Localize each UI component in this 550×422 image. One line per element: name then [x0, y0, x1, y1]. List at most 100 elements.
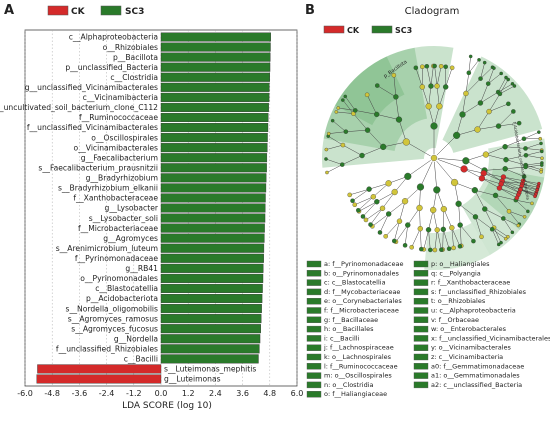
key-swatch: [413, 288, 429, 296]
key-swatch: [306, 325, 322, 333]
key-swatch: [413, 260, 429, 268]
clade-node: [499, 71, 503, 76]
clade-edge: [465, 72, 470, 94]
clade-edge: [443, 229, 450, 249]
clade-edge: [488, 103, 509, 112]
legend-a-ck-label: CK: [71, 7, 86, 17]
clade-edge: [493, 227, 502, 243]
bar-label: c__Alphaproteobacteria: [69, 33, 158, 42]
key-swatch: [306, 353, 322, 361]
bar: [160, 354, 259, 364]
bar-label: f__unclassified_Vicinamibacterales: [27, 123, 158, 132]
clade-node: [530, 201, 534, 206]
cladogram-title: Cladogram: [405, 6, 460, 17]
clade-node: [471, 238, 476, 244]
bar: [160, 173, 267, 183]
clade-edge: [430, 65, 434, 87]
key-label: f: f__Microbacteriaceae: [324, 307, 399, 315]
clade-node: [482, 206, 488, 212]
clade-node: [477, 100, 484, 106]
clade-node: [385, 180, 392, 187]
bar: [160, 203, 266, 213]
clade-edge: [345, 96, 356, 111]
clade-edge: [499, 187, 519, 196]
clade-node: [501, 216, 506, 221]
clade-node: [374, 111, 380, 118]
clade-edge: [328, 131, 346, 134]
x-tick-label: 6.0: [291, 389, 304, 398]
clade-edge: [491, 229, 499, 245]
clade-node: [479, 234, 484, 240]
clade-edge: [456, 129, 478, 136]
bar: [160, 263, 264, 273]
clade-node: [416, 183, 425, 191]
key-label: x: f__unclassified_Vicinamibacterales: [431, 334, 550, 342]
clade-edge: [525, 164, 542, 170]
bar: [160, 293, 263, 304]
key-label: j: f__Lachnospiraceae: [323, 344, 394, 352]
clade-edge: [488, 73, 502, 84]
clade-node: [393, 94, 399, 100]
clade-edge: [484, 208, 504, 219]
x-tick-label: -4.8: [44, 389, 60, 398]
clade-edge: [434, 161, 438, 190]
bar: [160, 42, 271, 52]
clade-node: [375, 83, 380, 88]
clade-node: [523, 146, 528, 151]
clade-node: [504, 75, 508, 80]
panel-a-letter: A: [4, 3, 14, 18]
clade-edge: [388, 201, 406, 215]
bar-label: f__Ruminococcaceae: [79, 113, 158, 122]
clade-node: [413, 65, 419, 71]
key-swatch: [306, 363, 322, 370]
clade-edge: [342, 144, 363, 156]
clade-edge: [326, 164, 343, 173]
key-label: o: f__Haliangiaceae: [324, 390, 387, 398]
bar-label: f__Xanthobacteraceae: [73, 194, 158, 203]
clade-edge: [484, 168, 506, 171]
bar-label: o__Pyrinomonadales: [80, 274, 158, 283]
bar: [160, 72, 271, 82]
clade-edge: [523, 180, 539, 187]
key-label: m: o__Oscillospirales: [324, 372, 392, 380]
lda-bar-plot: c__Alphaproteobacteriao__Rhizobialesp__B…: [0, 29, 304, 398]
bar-label: g__RB41: [125, 264, 158, 273]
clade-edge: [474, 189, 496, 196]
clade-node: [539, 170, 543, 174]
clade-edge: [481, 178, 502, 185]
clade-node: [370, 194, 377, 200]
bar-label: s__Lysobacter_soli: [89, 214, 158, 223]
clade-node: [392, 238, 397, 244]
clade-node: [391, 72, 397, 78]
clade-edge: [432, 209, 438, 230]
legend-b-ck-label: CK: [347, 26, 360, 35]
clade-node: [343, 129, 349, 134]
clade-edge: [484, 208, 495, 228]
clade-edge: [436, 229, 442, 250]
clade-edge: [525, 143, 542, 149]
clade-node: [374, 199, 380, 205]
clade-node: [506, 234, 510, 239]
bar: [160, 102, 269, 112]
bar-label: s__uncultivated_soil_bacterium_clone_C11…: [0, 103, 158, 112]
legend-b-sc3-swatch: [371, 25, 393, 34]
bar-label: o__Oscillospirales: [91, 133, 158, 142]
key-swatch: [306, 288, 322, 296]
clade-edge: [454, 182, 475, 191]
key-label: h: o__Bacillales: [324, 325, 374, 333]
clade-edge: [361, 146, 384, 156]
clade-node: [377, 230, 383, 235]
clade-node: [340, 142, 346, 148]
clade-node: [516, 223, 521, 228]
clade-edge: [369, 183, 389, 190]
bar-label: o__Vicinamibacterales: [74, 143, 158, 152]
clade-node: [368, 222, 373, 227]
key-swatch: [306, 307, 322, 314]
clade-highlight: [322, 46, 454, 168]
bar: [160, 123, 269, 133]
clade-edge: [445, 67, 453, 88]
clade-node: [538, 136, 543, 141]
clade-edge: [358, 196, 374, 211]
clade-node: [428, 247, 433, 253]
key-swatch: [306, 260, 322, 268]
